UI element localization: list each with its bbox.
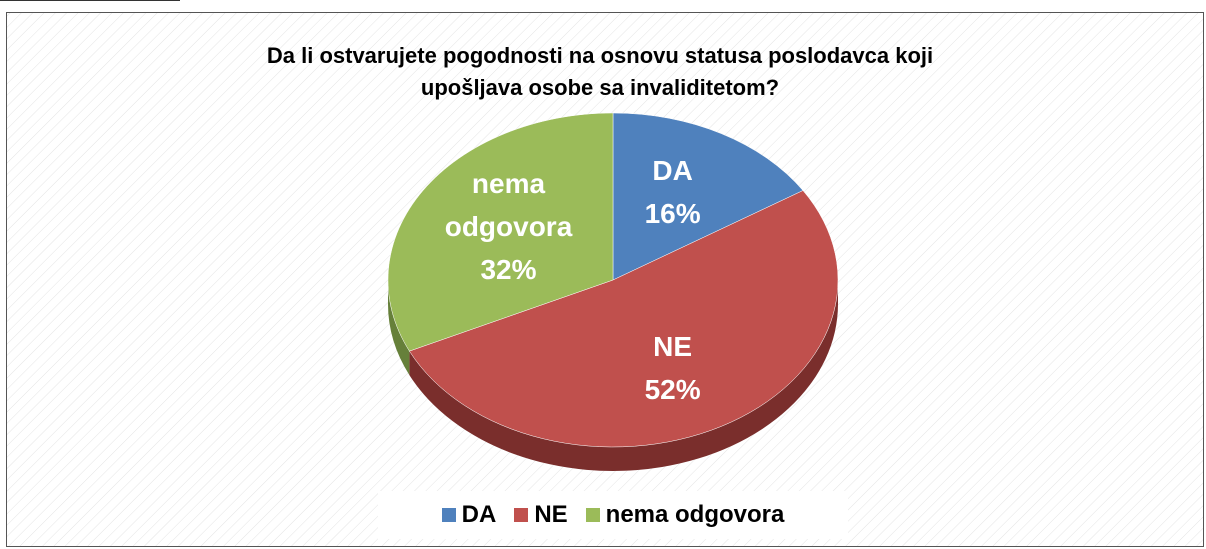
legend-swatch [441, 508, 456, 522]
frame [6, 12, 1204, 547]
slice-value: 32% [480, 253, 537, 285]
legend-item: NE [514, 501, 568, 529]
legend-label: DA [461, 501, 497, 528]
legend-label: NE [534, 501, 568, 528]
legend: DA NE nema odgovora [378, 491, 848, 539]
legend-swatch [514, 508, 529, 522]
slice-label: DA 16% [593, 149, 753, 235]
slice-label: nema odgovora 32% [429, 162, 589, 291]
pie [387, 112, 839, 472]
legend-swatch [585, 508, 600, 522]
chart-title: Da li ostvarujete pogodnosti na osnovu s… [266, 43, 934, 100]
slice-value: 52% [644, 373, 701, 405]
legend-item: DA [441, 501, 497, 529]
decor-line [0, 0, 180, 1]
slice-category: DA [652, 155, 693, 187]
pie-slice [612, 112, 804, 281]
slice-label: NE 52% [593, 325, 753, 411]
slice-value: 16% [644, 198, 701, 230]
legend-label: nema odgovora [605, 501, 785, 528]
legend-item: nema odgovora [585, 501, 785, 529]
pie-slice [387, 112, 614, 352]
slice-category: nema odgovora [444, 167, 573, 242]
pie-side [388, 280, 410, 376]
slice-category: NE [653, 330, 693, 362]
pie-slice [409, 190, 839, 448]
pie-side [409, 280, 838, 472]
